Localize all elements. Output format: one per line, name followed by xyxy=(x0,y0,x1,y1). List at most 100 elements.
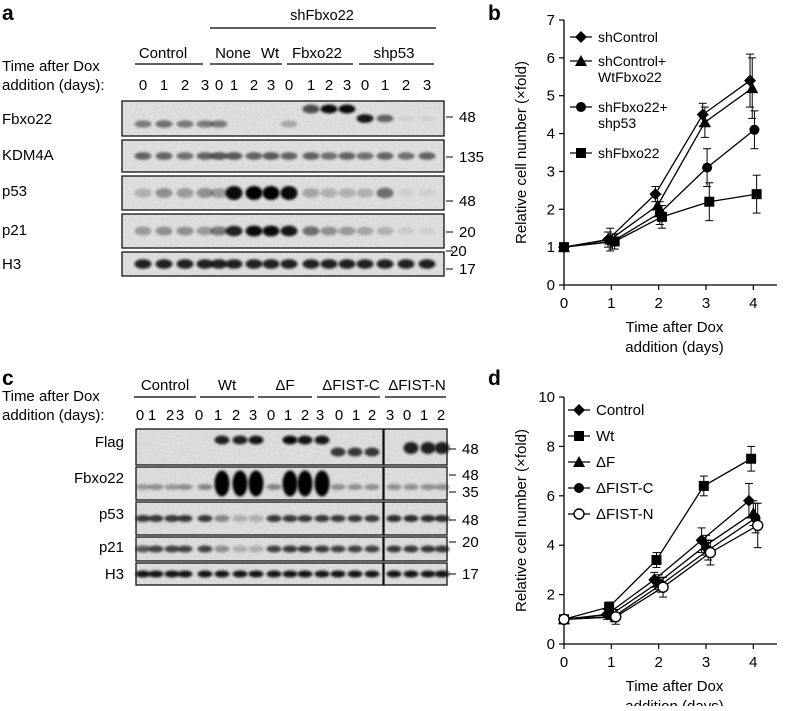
band xyxy=(364,447,380,457)
lane-day-label: 1 xyxy=(160,77,168,94)
lane-day-label: 0 xyxy=(285,77,293,94)
band xyxy=(248,570,264,578)
mw-marker: 17 xyxy=(459,261,476,278)
band xyxy=(245,259,263,269)
mw-marker: 20 xyxy=(459,224,476,241)
legend-item: shFbxo22+shp53 xyxy=(570,99,668,131)
y-tick-label: 2 xyxy=(547,201,555,218)
band xyxy=(266,515,282,522)
band xyxy=(403,515,419,522)
band xyxy=(403,570,419,578)
legend-marker xyxy=(576,148,586,158)
lane-day-label: 0 xyxy=(403,407,411,424)
data-point xyxy=(704,196,715,207)
band xyxy=(302,259,320,269)
band xyxy=(210,226,228,236)
legend-item: shFbxo22 xyxy=(570,145,660,161)
band xyxy=(214,545,230,553)
mw-marker: 35 xyxy=(462,484,479,501)
band xyxy=(356,152,374,160)
series-line xyxy=(563,458,752,620)
band xyxy=(164,545,180,553)
row-label: H3 xyxy=(2,256,21,273)
legend-item: Wt xyxy=(568,428,615,445)
row-labels: Fbxo22 KDM4A p53 p21 H3 xyxy=(2,111,54,273)
band xyxy=(148,484,164,490)
band xyxy=(356,114,374,123)
band xyxy=(245,186,263,200)
band xyxy=(403,484,419,490)
row-label: H3 xyxy=(105,566,124,583)
blot-c-left-0-frame xyxy=(135,428,384,466)
series-line xyxy=(563,512,754,620)
data-point xyxy=(702,162,713,173)
x-axis-label: addition (days) xyxy=(625,339,723,356)
x-tick-label: 0 xyxy=(560,295,568,312)
band xyxy=(225,186,243,200)
band xyxy=(225,152,243,160)
band xyxy=(418,259,436,269)
blot-row-kdm4a xyxy=(121,139,445,173)
band xyxy=(134,226,152,236)
blot-a-3-frame xyxy=(121,213,445,249)
legend-label: shp53 xyxy=(598,115,636,131)
lane-day-label: 2 xyxy=(250,77,258,94)
legend-label: WtFbxo22 xyxy=(598,69,662,85)
row-labels: Flag Fbxo22 p53 p21 H3 xyxy=(74,434,124,583)
mw-marker: 48 xyxy=(462,512,479,529)
blot-rows xyxy=(135,428,450,586)
band xyxy=(330,447,346,457)
mw-marker: 48 xyxy=(459,109,476,126)
band xyxy=(376,152,394,160)
lane-day-label: 1 xyxy=(307,77,315,94)
band xyxy=(434,545,450,553)
legend-label: Control xyxy=(596,402,644,419)
lane-day-label: 3 xyxy=(201,77,209,94)
band xyxy=(164,484,180,490)
group-label-control: Control xyxy=(141,377,189,394)
band xyxy=(176,226,194,236)
band xyxy=(232,515,248,522)
band xyxy=(386,545,402,553)
mw-marker: 20 xyxy=(462,534,479,551)
blot-row-p53 xyxy=(135,501,450,536)
band xyxy=(420,442,436,454)
band xyxy=(248,545,264,553)
y-tick-label: 3 xyxy=(547,163,555,180)
band xyxy=(314,470,330,497)
legend-item: ΔF xyxy=(568,454,615,471)
series-4 xyxy=(558,502,764,625)
lane-day-label: 0 xyxy=(195,407,203,424)
panel-b-label: b xyxy=(488,2,501,25)
blot-a-0-grain xyxy=(122,101,444,136)
band xyxy=(314,570,330,578)
x-axis-label: addition (days) xyxy=(625,698,723,706)
blot-rows xyxy=(121,100,445,277)
band xyxy=(225,225,243,237)
lane-day-label: 3 xyxy=(176,407,184,424)
blot-row-fbxo22 xyxy=(135,466,450,501)
y-tick-label: 4 xyxy=(547,126,555,143)
band xyxy=(225,259,243,269)
y-tick-label: 6 xyxy=(547,488,555,505)
blot-row-h3 xyxy=(135,562,450,586)
x-tick-label: 2 xyxy=(654,295,662,312)
band xyxy=(134,259,152,269)
lane-day-label: 2 xyxy=(368,407,376,424)
lane-day-label: 0 xyxy=(361,77,369,94)
time-label-2: addition (days): xyxy=(2,77,105,94)
y-tick-label: 0 xyxy=(547,636,555,653)
mw-marker: 48 xyxy=(462,441,479,458)
lane-day-label: 3 xyxy=(423,77,431,94)
group-label-none: None xyxy=(215,45,251,62)
data-point xyxy=(559,242,569,253)
band xyxy=(282,515,298,522)
band xyxy=(197,515,213,522)
legend-marker xyxy=(575,55,587,66)
band xyxy=(197,545,213,553)
lane-day-label: 1 xyxy=(381,77,389,94)
lane-day-label: 3 xyxy=(249,407,257,424)
band xyxy=(196,226,214,236)
blot-a-1-frame xyxy=(121,139,445,173)
